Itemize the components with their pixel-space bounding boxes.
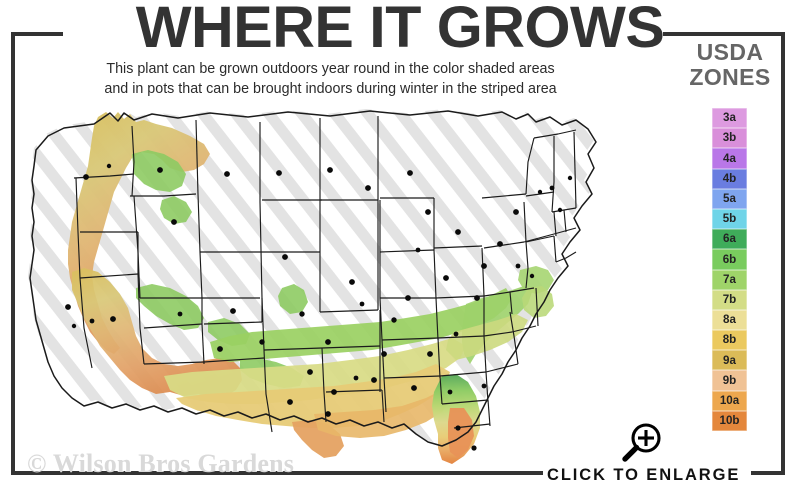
page-subtitle: This plant can be grown outdoors year ro… [18, 60, 643, 99]
frame-edge-right [781, 32, 785, 475]
legend-zone-5a: 5a [712, 188, 747, 209]
page-title: WHERE IT GROWS [135, 0, 665, 60]
legend-zone-10a: 10a [712, 390, 747, 411]
click-to-enlarge-label[interactable]: CLICK TO ENLARGE [543, 466, 751, 485]
legend-zone-5b: 5b [712, 208, 747, 230]
legend-zone-7b: 7b [712, 289, 747, 310]
magnifier-plus-icon[interactable] [618, 420, 664, 466]
legend-title-line-1: USDA [696, 39, 764, 65]
legend-zone-4b: 4b [712, 168, 747, 189]
legend-zone-6b: 6b [712, 249, 747, 270]
legend-zone-4a: 4a [712, 148, 747, 169]
subtitle-line-1: This plant can be grown outdoors year ro… [106, 61, 555, 77]
usda-hardiness-map[interactable] [14, 92, 674, 467]
legend-zone-9b: 9b [712, 370, 747, 391]
legend-title-line-2: ZONES [689, 64, 771, 90]
subtitle-line-2: and in pots that can be brought indoors … [104, 80, 557, 97]
map-svg [28, 109, 597, 464]
legend-zone-3b: 3b [712, 128, 747, 149]
legend-zone-7a: 7a [712, 269, 747, 290]
legend-zone-3a: 3a [712, 108, 747, 129]
city-markers [65, 163, 573, 451]
magnifier-svg [622, 423, 661, 462]
state-boundaries [29, 110, 597, 447]
legend-zone-8b: 8b [712, 330, 747, 351]
legend-title: USDA ZONES [676, 40, 784, 90]
legend-zone-10b: 10b [712, 410, 747, 431]
map-hardiness-shading [68, 112, 554, 464]
legend-zone-6a: 6a [712, 229, 747, 250]
legend-zone-9a: 9a [712, 350, 747, 371]
legend-zone-8a: 8a [712, 309, 747, 331]
watermark: © Wilson Bros Gardens [27, 449, 295, 478]
usda-zone-legend: 3a 3b 4a 4b 5a 5b 6a 6b 7a 7b 8a 8b 9a 9b 10a 10b [712, 108, 747, 431]
